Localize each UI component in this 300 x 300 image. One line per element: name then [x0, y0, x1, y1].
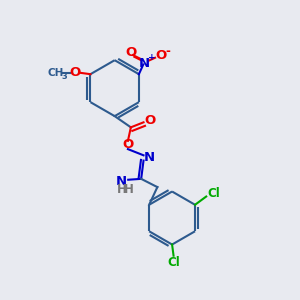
Text: O: O — [122, 138, 134, 151]
Text: 3: 3 — [61, 72, 67, 81]
Text: O: O — [144, 114, 156, 127]
Text: O: O — [70, 66, 81, 79]
Text: O: O — [155, 49, 167, 62]
Text: N: N — [144, 151, 155, 164]
Text: N: N — [139, 57, 150, 70]
Text: Cl: Cl — [207, 187, 220, 200]
Text: +: + — [148, 53, 155, 62]
Text: H: H — [124, 183, 134, 196]
Text: -: - — [166, 45, 170, 58]
Text: H: H — [116, 183, 126, 196]
Text: N: N — [116, 175, 127, 188]
Text: Cl: Cl — [167, 256, 180, 269]
Text: CH: CH — [47, 68, 64, 78]
Text: O: O — [125, 46, 136, 59]
